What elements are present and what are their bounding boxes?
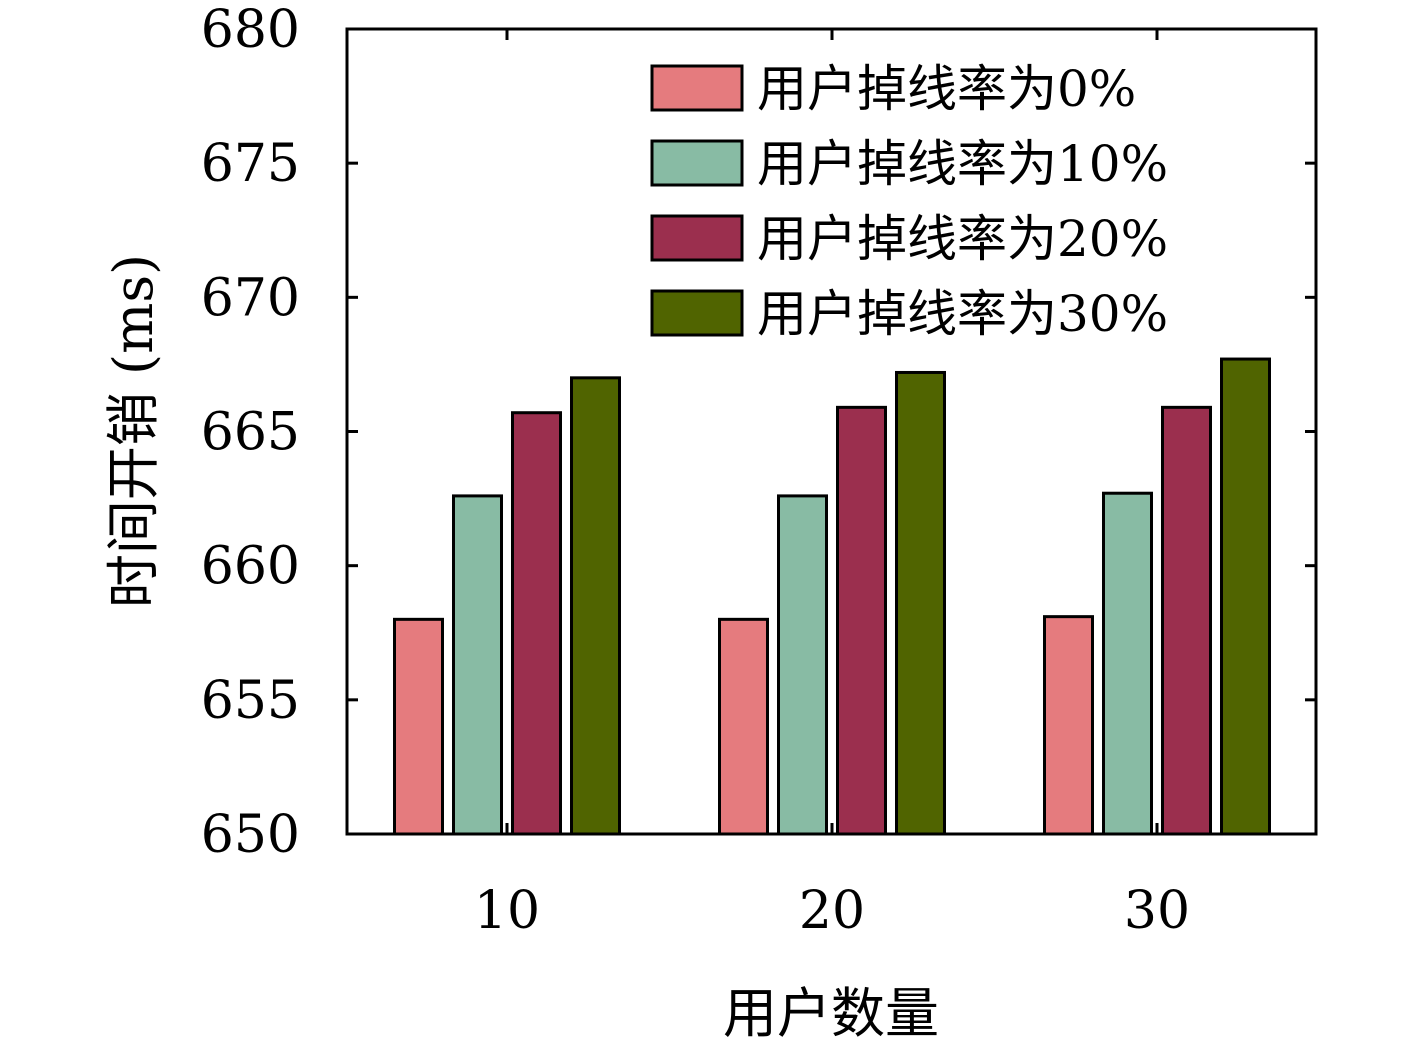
legend-swatch (650, 139, 744, 187)
bar (1220, 357, 1271, 836)
bar (895, 370, 946, 836)
legend-swatch (650, 289, 744, 337)
bar (777, 494, 828, 836)
x-tick-label: 10 (474, 881, 540, 941)
bar (393, 617, 444, 836)
y-tick-label: 655 (201, 671, 300, 731)
plot-frame (345, 27, 1318, 836)
legend: 用户掉线率为0% 用户掉线率为10% 用户掉线率为20% 用户掉线率为30% (650, 60, 1168, 343)
bar (1043, 615, 1094, 836)
legend-label: 用户掉线率为30% (757, 285, 1168, 343)
y-tick-label: 660 (201, 537, 300, 597)
y-tick-label: 670 (201, 268, 300, 328)
y-tick-label: 650 (201, 805, 300, 865)
legend-swatch (650, 214, 744, 262)
bar (836, 405, 887, 836)
y-tick-label: 665 (201, 403, 300, 463)
legend-label: 用户掉线率为20% (757, 210, 1168, 268)
bars-layer (393, 357, 1271, 836)
y-tick-label: 680 (201, 0, 300, 60)
bar (452, 494, 503, 836)
x-tick-label: 30 (1124, 881, 1190, 941)
x-tick-label: 20 (799, 881, 865, 941)
bar (1161, 405, 1212, 836)
y-tick-label: 675 (201, 134, 300, 194)
bar (1102, 491, 1153, 836)
bar (511, 411, 562, 836)
bar (570, 376, 621, 836)
y-axis-title: 时间开销 (ms) (102, 254, 165, 608)
legend-label: 用户掉线率为0% (757, 60, 1136, 118)
legend-label: 用户掉线率为10% (757, 135, 1168, 193)
legend-swatch (650, 64, 744, 112)
ticks-layer: 650 655 660 665 670 675 680 10 20 30 (201, 0, 1316, 941)
x-axis-title: 用户数量 (723, 982, 939, 1045)
bar (718, 617, 769, 836)
